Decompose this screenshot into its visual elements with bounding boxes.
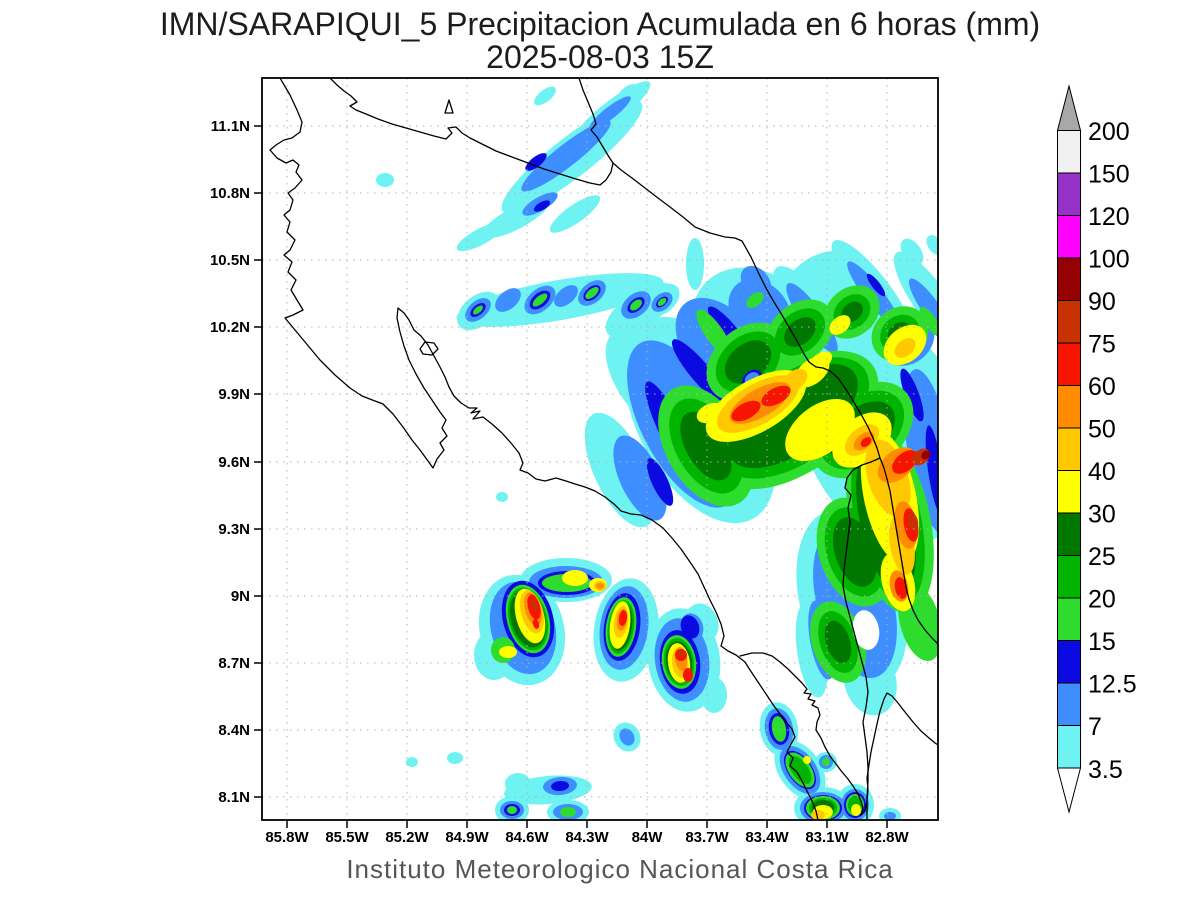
lat-tick-label: 9.3N — [218, 521, 250, 538]
colorbar-tick-label: 7 — [1088, 713, 1102, 741]
lake-islet-outline — [444, 99, 454, 114]
colorbar-tick-label: 200 — [1088, 118, 1130, 146]
lat-tick-label: 10.2N — [210, 319, 250, 336]
colorbar-segment — [1057, 555, 1081, 599]
colorbar-labels: 200 150 120 100 90 75 60 50 40 30 25 20 … — [1088, 118, 1137, 784]
valid-time-subtitle: 2025-08-03 15Z — [486, 39, 714, 75]
colorbar-tick-label: 100 — [1088, 246, 1130, 274]
lon-tick-label: 85.2W — [385, 829, 429, 846]
precipitation-field — [376, 81, 938, 820]
colorbar-segment — [1057, 172, 1081, 216]
colorbar-tick-label: 3.5 — [1088, 756, 1123, 784]
pacific-coastline — [269, 78, 819, 820]
colorbar-segment — [1057, 470, 1081, 514]
coastlines — [269, 78, 938, 820]
colorbar-segment — [1057, 215, 1081, 259]
colorbar-under-arrow — [1056, 767, 1082, 814]
lon-tick-label: 84.6W — [505, 829, 549, 846]
colorbar-segment — [1057, 257, 1081, 301]
lat-tick-label: 10.5N — [210, 252, 250, 269]
colorbar-segment — [1057, 640, 1081, 684]
colorbar-tick-label: 30 — [1088, 501, 1116, 529]
colorbar-tick-label: 15 — [1088, 628, 1116, 656]
lon-tick-label: 84.9W — [445, 829, 489, 846]
lon-axis-labels: 85.8W 85.5W 85.2W 84.9W 84.6W 84.3W 84W … — [265, 829, 909, 846]
colorbar-tick-label: 40 — [1088, 458, 1116, 486]
colorbar-segment — [1057, 725, 1081, 769]
lat-axis-labels: 11.1N 10.8N 10.5N 10.2N 9.9N 9.6N 9.3N 9… — [210, 118, 250, 806]
colorbar-segment — [1057, 130, 1081, 174]
colorbar — [1056, 84, 1082, 814]
institution-credit: Instituto Meteorologico Nacional Costa R… — [346, 854, 894, 884]
lon-tick-label: 83.4W — [745, 829, 789, 846]
lon-tick-label: 83.1W — [805, 829, 849, 846]
lon-tick-label: 85.5W — [325, 829, 369, 846]
lat-tick-label: 11.1N — [211, 118, 250, 135]
osa-golfo-dulce-coastline — [739, 652, 938, 816]
nicaragua-border — [329, 78, 614, 186]
lat-tick-label: 9.6N — [218, 454, 250, 471]
lat-tick-label: 8.4N — [218, 722, 250, 739]
colorbar-tick-label: 90 — [1088, 288, 1116, 316]
lat-tick-label: 10.8N — [210, 185, 250, 202]
colorbar-segment — [1057, 300, 1081, 344]
colorbar-tick-label: 20 — [1088, 586, 1116, 614]
lat-tick-label: 8.7N — [218, 655, 250, 672]
colorbar-segment — [1057, 385, 1081, 429]
colorbar-tick-label: 75 — [1088, 331, 1116, 359]
lat-tick-label: 9.9N — [218, 386, 250, 403]
axis-ticks — [254, 125, 888, 828]
colorbar-over-arrow — [1056, 84, 1082, 131]
lat-tick-label: 9N — [231, 588, 250, 605]
colorbar-tick-label: 25 — [1088, 543, 1116, 571]
lon-tick-label: 83.7W — [685, 829, 729, 846]
caribbean-coastline-main — [578, 78, 938, 645]
colorbar-segment — [1057, 682, 1081, 726]
lon-tick-label: 85.8W — [265, 829, 309, 846]
precip-layer-90mm — [921, 450, 931, 460]
colorbar-tick-label: 120 — [1088, 203, 1130, 231]
colorbar-tick-label: 50 — [1088, 416, 1116, 444]
colorbar-tick-label: 150 — [1088, 161, 1130, 189]
page-title: IMN/SARAPIQUI_5 Precipitacion Acumulada … — [159, 6, 1041, 42]
gulf-island-outline — [419, 341, 439, 356]
lon-tick-label: 84W — [632, 829, 664, 846]
panama-border — [842, 457, 881, 820]
colorbar-segment — [1057, 342, 1081, 386]
colorbar-segment — [1057, 427, 1081, 471]
lon-tick-label: 84.3W — [565, 829, 609, 846]
colorbar-segment — [1057, 597, 1081, 641]
grid-lines — [262, 78, 938, 820]
colorbar-tick-label: 12.5 — [1088, 671, 1137, 699]
map-frame — [261, 77, 939, 821]
colorbar-tick-label: 60 — [1088, 373, 1116, 401]
lon-tick-label: 82.8W — [865, 829, 909, 846]
lat-tick-label: 8.1N — [218, 789, 250, 806]
colorbar-segment — [1057, 512, 1081, 556]
